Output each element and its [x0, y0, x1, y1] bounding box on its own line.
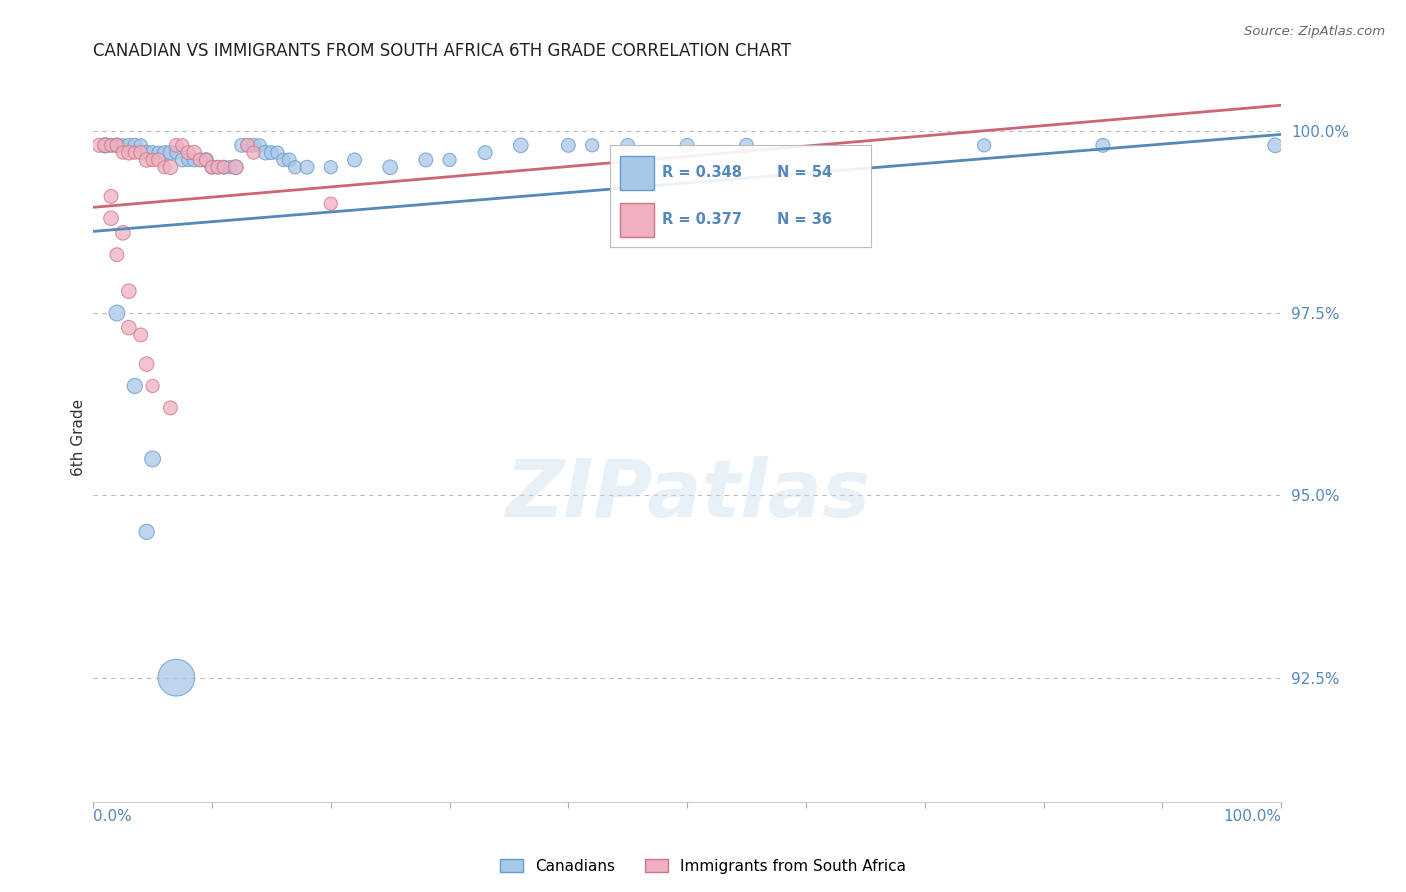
Point	[295, 160, 318, 174]
Point	[100, 138, 122, 153]
Point	[153, 145, 176, 160]
Point	[195, 153, 218, 167]
Point	[124, 379, 146, 393]
Point	[105, 248, 128, 262]
Point	[129, 145, 152, 160]
Point	[201, 160, 224, 174]
Point	[118, 320, 141, 334]
Point	[94, 138, 117, 153]
Point	[242, 138, 264, 153]
Point	[509, 138, 531, 153]
Point	[973, 138, 995, 153]
Point	[676, 138, 699, 153]
Text: Source: ZipAtlas.com: Source: ZipAtlas.com	[1244, 25, 1385, 38]
Point	[183, 145, 205, 160]
Text: 0.0%: 0.0%	[93, 809, 132, 824]
Point	[135, 524, 157, 539]
Point	[195, 153, 218, 167]
Text: 100.0%: 100.0%	[1223, 809, 1281, 824]
Point	[378, 160, 401, 174]
Point	[225, 160, 247, 174]
Point	[94, 138, 117, 153]
Point	[212, 160, 235, 174]
Point	[183, 153, 205, 167]
Y-axis label: 6th Grade: 6th Grade	[72, 399, 86, 475]
Point	[557, 138, 579, 153]
Point	[242, 145, 264, 160]
Point	[249, 138, 271, 153]
Point	[159, 145, 181, 160]
Point	[118, 284, 141, 298]
Point	[142, 153, 165, 167]
Text: CANADIAN VS IMMIGRANTS FROM SOUTH AFRICA 6TH GRADE CORRELATION CHART: CANADIAN VS IMMIGRANTS FROM SOUTH AFRICA…	[93, 42, 792, 60]
Point	[236, 138, 259, 153]
Point	[172, 138, 194, 153]
Point	[153, 160, 176, 174]
Point	[142, 145, 165, 160]
Point	[1264, 138, 1286, 153]
Point	[231, 138, 253, 153]
Point	[105, 306, 128, 320]
Point	[105, 138, 128, 153]
Point	[118, 145, 141, 160]
Point	[1091, 138, 1114, 153]
Point	[159, 401, 181, 415]
Point	[100, 138, 122, 153]
Point	[177, 153, 200, 167]
Point	[172, 153, 194, 167]
Point	[207, 160, 229, 174]
Point	[159, 160, 181, 174]
Point	[111, 145, 134, 160]
Point	[135, 153, 157, 167]
Point	[616, 138, 638, 153]
Point	[165, 138, 187, 153]
Point	[111, 226, 134, 240]
Point	[415, 153, 437, 167]
Point	[319, 160, 342, 174]
Point	[212, 160, 235, 174]
Point	[218, 160, 240, 174]
Text: ZIPatlas: ZIPatlas	[505, 457, 870, 534]
Point	[142, 379, 165, 393]
Point	[142, 451, 165, 466]
Legend: Canadians, Immigrants from South Africa: Canadians, Immigrants from South Africa	[494, 853, 912, 880]
Point	[124, 145, 146, 160]
Point	[343, 153, 366, 167]
Point	[135, 357, 157, 371]
Point	[278, 153, 301, 167]
Point	[148, 153, 170, 167]
Point	[135, 145, 157, 160]
Point	[100, 189, 122, 203]
Point	[474, 145, 496, 160]
Point	[236, 138, 259, 153]
Point	[118, 138, 141, 153]
Point	[148, 145, 170, 160]
Point	[201, 160, 224, 174]
Point	[581, 138, 603, 153]
Point	[439, 153, 461, 167]
Point	[165, 145, 187, 160]
Point	[225, 160, 247, 174]
Point	[129, 327, 152, 342]
Point	[254, 145, 277, 160]
Point	[188, 153, 211, 167]
Point	[207, 160, 229, 174]
Point	[271, 153, 294, 167]
Point	[188, 153, 211, 167]
Point	[260, 145, 283, 160]
Point	[89, 138, 111, 153]
Point	[111, 138, 134, 153]
Point	[319, 196, 342, 211]
Point	[100, 211, 122, 226]
Point	[284, 160, 307, 174]
Point	[129, 138, 152, 153]
Point	[165, 671, 187, 685]
Point	[735, 138, 758, 153]
Point	[105, 138, 128, 153]
Point	[177, 145, 200, 160]
Point	[124, 138, 146, 153]
Point	[266, 145, 288, 160]
